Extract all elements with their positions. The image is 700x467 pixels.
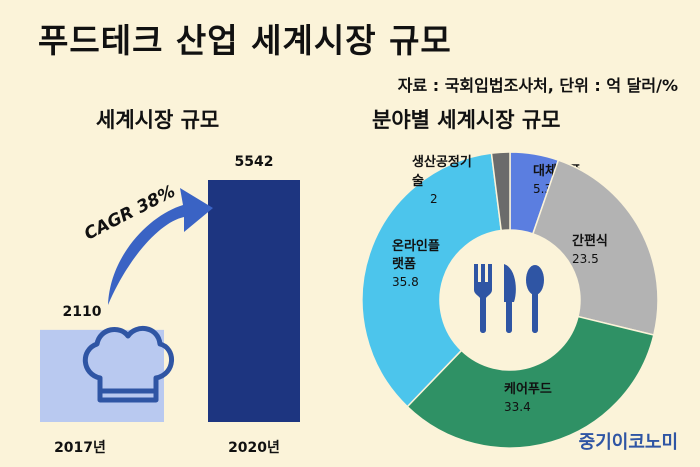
slice-value-label: 35.8 [392, 275, 419, 289]
bar-chart-title: 세계시장 규모 [96, 108, 220, 132]
slice-value-label: 2 [430, 192, 438, 206]
bar-value-label-2020: 5542 [235, 154, 274, 170]
growth-arrow-icon [108, 188, 213, 305]
donut-slice-4 [490, 151, 511, 232]
slice-name-label: 간편식 [572, 233, 608, 249]
bar-value-label-2017: 2110 [63, 304, 102, 320]
bar-2017 [40, 329, 164, 422]
slice-value-label: 23.5 [572, 252, 599, 266]
source-note: 자료 : 국회입법조사처, 단위 : 억 달러/% [397, 76, 678, 95]
slice-name-label: 케어푸드 [504, 381, 552, 397]
bar-2020 [208, 180, 300, 422]
donut-chart-title: 분야별 세계시장 규모 [372, 108, 561, 132]
slice-value-label: 33.4 [504, 400, 531, 414]
page-title: 푸드테크 산업 세계시장 규모 [38, 21, 452, 60]
slice-name-label: 생산공정기 술 [412, 154, 472, 189]
cagr-annotation: CAGR 38% [81, 182, 179, 245]
donut-slice-1 [531, 159, 659, 336]
fork-knife-spoon-icon [474, 264, 544, 333]
donut-slice-3 [361, 152, 503, 408]
bar-category-label-2020: 2020년 [228, 440, 280, 456]
donut-slice-2 [406, 315, 655, 449]
chef-hat-icon [82, 326, 174, 403]
brand-logo-text: 중기이코노미 [578, 432, 678, 453]
bar-category-label-2017: 2017년 [54, 440, 106, 456]
slice-name-label: 온라인플 랫폼 [392, 238, 440, 272]
bar-chart: 2110 5542 2017년 2020년 CAGR 38% [40, 154, 300, 456]
